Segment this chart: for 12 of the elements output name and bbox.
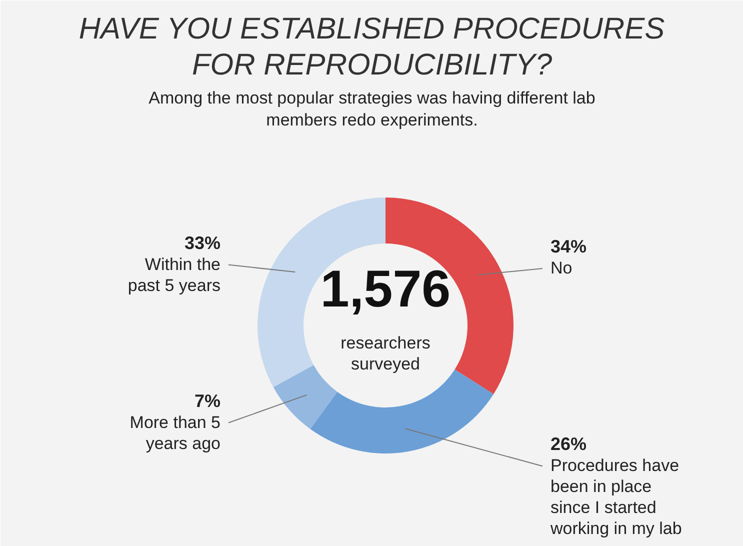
slice-label: More than 5 years ago (130, 412, 221, 453)
chart-subtitle: Among the most popular strategies was having different lab members redo experiments. (148, 88, 596, 130)
data-label: 7% (194, 390, 220, 411)
data-label: 34% (550, 236, 587, 256)
text: 1,576 (320, 260, 451, 318)
slice-label: Procedures have been in place since I started working in my lab (550, 456, 682, 538)
text: researchers surveyed (340, 334, 430, 374)
slice-label: Within the past 5 years (128, 254, 221, 295)
data-label: 26% (550, 434, 587, 454)
slice-label: No (550, 258, 572, 278)
chart-title: HAVE YOU ESTABLISHED PROCEDURES FOR REPRODUCIBILITY? (78, 12, 665, 82)
data-label: 33% (184, 232, 221, 253)
